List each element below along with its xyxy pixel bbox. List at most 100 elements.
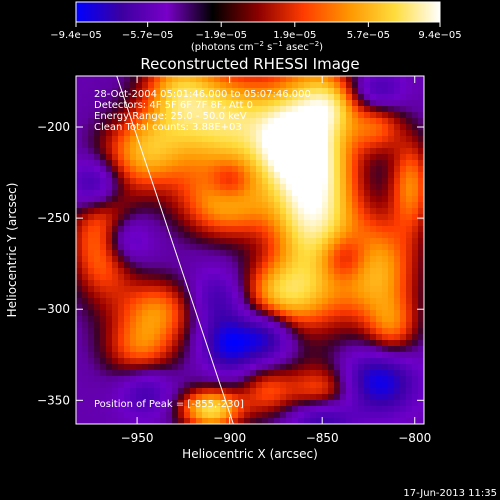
heatmap-cell xyxy=(418,418,424,424)
heatmap-cell xyxy=(292,214,299,221)
heatmap-cell xyxy=(214,76,221,83)
heatmap-cell xyxy=(268,136,275,143)
heatmap-cell xyxy=(370,352,377,359)
heatmap-cell xyxy=(226,274,233,281)
heatmap-cell xyxy=(154,142,161,149)
heatmap-cell xyxy=(94,118,101,125)
heatmap-cell xyxy=(100,130,107,137)
heatmap-cell xyxy=(100,250,107,257)
heatmap-cell xyxy=(358,196,365,203)
heatmap-cell xyxy=(268,202,275,209)
heatmap-cell xyxy=(118,328,125,335)
heatmap-cell xyxy=(340,82,347,89)
heatmap-cell xyxy=(346,226,353,233)
heatmap-cell xyxy=(340,262,347,269)
heatmap-cell xyxy=(400,112,407,119)
heatmap-cell xyxy=(352,358,359,365)
heatmap-cell xyxy=(148,382,155,389)
heatmap-cell xyxy=(292,286,299,293)
heatmap-cell xyxy=(268,238,275,245)
heatmap-cell xyxy=(268,112,275,119)
heatmap-cell xyxy=(280,370,287,377)
heatmap-cell xyxy=(112,184,119,191)
heatmap-cell xyxy=(214,130,221,137)
heatmap-cell xyxy=(400,82,407,89)
heatmap-cell xyxy=(136,106,143,113)
heatmap-cell xyxy=(322,94,329,101)
heatmap-cell xyxy=(340,94,347,101)
heatmap-cell xyxy=(304,280,311,287)
heatmap-cell xyxy=(394,214,401,221)
heatmap-cell xyxy=(190,82,197,89)
heatmap-cell xyxy=(214,406,221,413)
heatmap-cell xyxy=(340,370,347,377)
heatmap-cell xyxy=(292,364,299,371)
heatmap-cell xyxy=(358,172,365,179)
heatmap-cell xyxy=(82,268,89,275)
heatmap-cell xyxy=(106,112,113,119)
heatmap-cell xyxy=(286,202,293,209)
heatmap-cell xyxy=(100,226,107,233)
heatmap-cell xyxy=(160,214,167,221)
heatmap-cell xyxy=(124,136,131,143)
heatmap-cell xyxy=(136,82,143,89)
heatmap-cell xyxy=(148,154,155,161)
heatmap-cell xyxy=(196,76,203,83)
heatmap-cell xyxy=(256,208,263,215)
heatmap-cell xyxy=(100,220,107,227)
heatmap-cell xyxy=(352,334,359,341)
heatmap-cell xyxy=(394,172,401,179)
heatmap-cell xyxy=(256,88,263,95)
heatmap-cell xyxy=(214,334,221,341)
heatmap-cell xyxy=(262,154,269,161)
heatmap-cell xyxy=(418,400,424,407)
heatmap-cell xyxy=(304,88,311,95)
heatmap-cell xyxy=(334,178,341,185)
heatmap-cell xyxy=(328,166,335,173)
heatmap-cell xyxy=(388,358,395,365)
heatmap-cell xyxy=(148,388,155,395)
heatmap-cell xyxy=(118,232,125,239)
heatmap-cell xyxy=(244,370,251,377)
heatmap-cell xyxy=(328,256,335,263)
heatmap-cell xyxy=(280,322,287,329)
heatmap-cell xyxy=(130,286,137,293)
heatmap-cell xyxy=(322,346,329,353)
heatmap-cell xyxy=(328,376,335,383)
heatmap-cell xyxy=(388,202,395,209)
heatmap-cell xyxy=(280,316,287,323)
heatmap-cell xyxy=(364,172,371,179)
heatmap-cell xyxy=(190,286,197,293)
heatmap-cell xyxy=(334,412,341,419)
heatmap-cell xyxy=(400,160,407,167)
heatmap-cell xyxy=(292,310,299,317)
heatmap-cell xyxy=(244,358,251,365)
heatmap-cell xyxy=(310,238,317,245)
annotation-energy: Energy Range: 25.0 - 50.0 keV xyxy=(94,111,247,122)
heatmap-cell xyxy=(304,394,311,401)
heatmap-cell xyxy=(190,238,197,245)
heatmap-cell xyxy=(382,94,389,101)
heatmap-cell xyxy=(232,214,239,221)
heatmap-cell xyxy=(238,316,245,323)
heatmap-cell xyxy=(88,244,95,251)
heatmap-cell xyxy=(112,376,119,383)
heatmap-cell xyxy=(316,412,323,419)
heatmap-cell xyxy=(232,118,239,125)
heatmap-cell xyxy=(250,166,257,173)
heatmap-cell xyxy=(370,334,377,341)
heatmap-cell xyxy=(154,166,161,173)
heatmap-cell xyxy=(352,100,359,107)
heatmap-cell xyxy=(196,196,203,203)
heatmap-cell xyxy=(358,256,365,263)
heatmap-cell xyxy=(262,382,269,389)
heatmap-cell xyxy=(256,280,263,287)
heatmap-cell xyxy=(130,304,137,311)
heatmap-cell xyxy=(346,106,353,113)
heatmap-cell xyxy=(322,400,329,407)
heatmap-cell xyxy=(148,280,155,287)
heatmap-cell xyxy=(352,400,359,407)
heatmap-cell xyxy=(118,412,125,419)
heatmap-cell xyxy=(292,178,299,185)
heatmap-cell xyxy=(172,412,179,419)
